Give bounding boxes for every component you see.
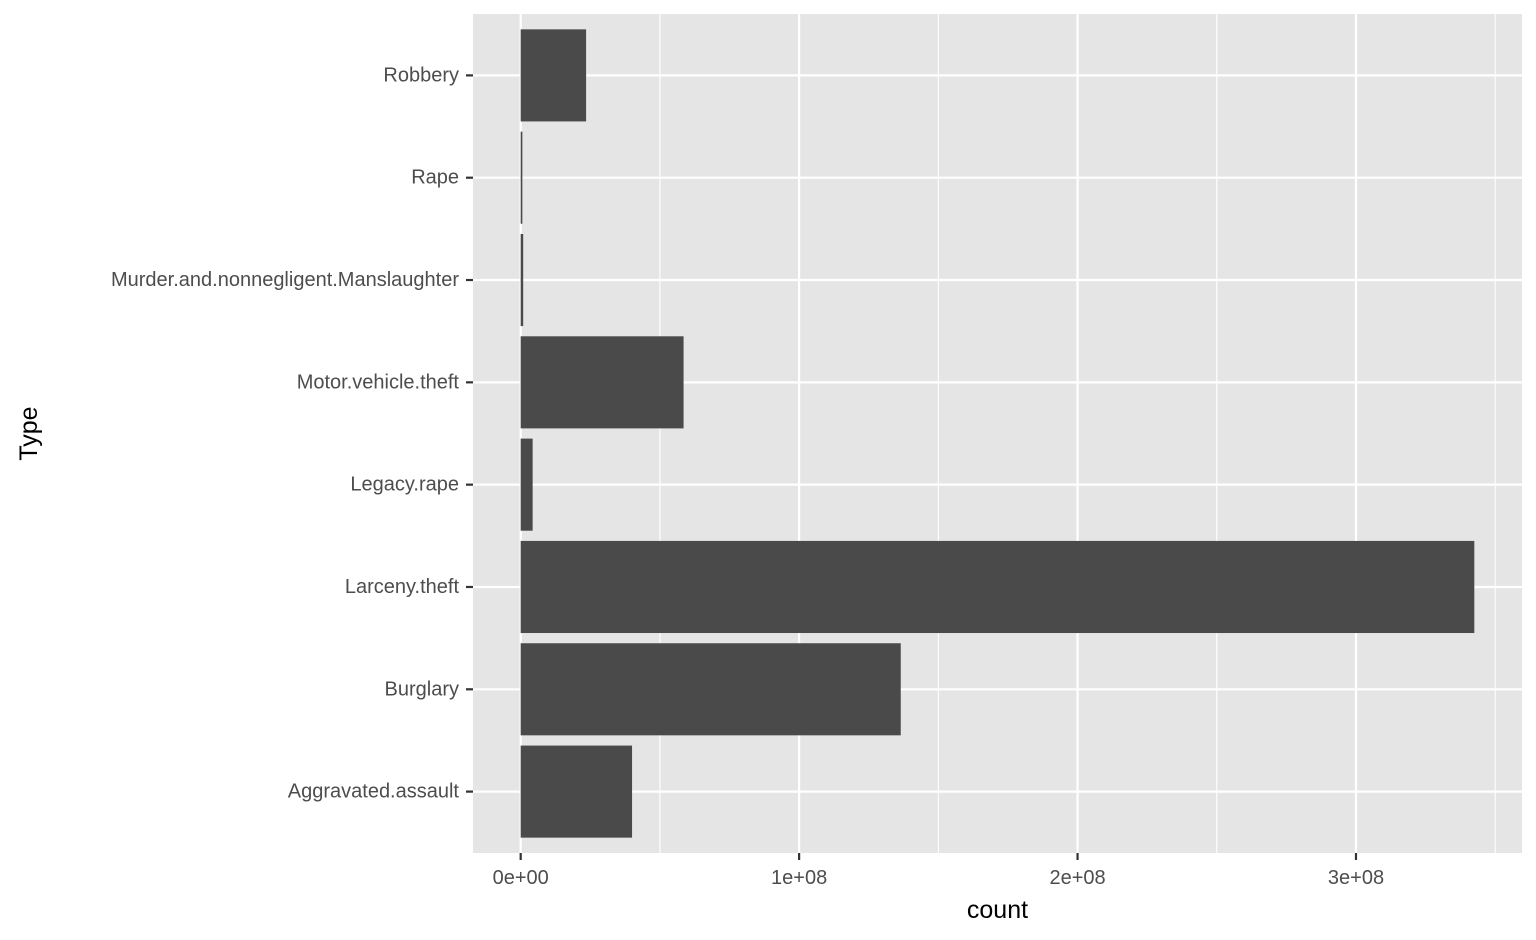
bar (520, 336, 684, 429)
y-tick-label: Burglary (385, 678, 459, 700)
bar (520, 233, 524, 327)
y-tick-label: Aggravated.assault (288, 781, 460, 803)
y-axis-title: Type (15, 406, 43, 460)
bar (520, 29, 587, 122)
y-axis: Aggravated.assault Burglary Larceny.theft L… (111, 64, 473, 803)
x-tick-label: 2e+08 (1049, 867, 1105, 889)
y-tick-label: Motor.vehicle.theft (297, 371, 460, 393)
bar (520, 745, 633, 838)
bars (520, 29, 1475, 838)
x-axis-title: count (967, 896, 1028, 924)
x-tick-label: 3e+08 (1328, 867, 1384, 889)
x-tick-label: 0e+00 (493, 867, 549, 889)
x-tick-label: 1e+08 (771, 867, 827, 889)
x-axis: 0e+00 1e+08 2e+08 3e+08 (493, 853, 1384, 889)
bar (520, 438, 533, 531)
bar (520, 131, 523, 224)
y-tick-label: Murder.and.nonnegligent.Manslaughter (111, 269, 459, 291)
y-tick-label: Robbery (383, 64, 459, 86)
y-tick-label: Larceny.theft (345, 576, 460, 598)
y-tick-label: Rape (411, 167, 459, 189)
bar (520, 540, 1475, 634)
y-tick-label: Legacy.rape (350, 474, 459, 496)
bar (520, 643, 901, 736)
